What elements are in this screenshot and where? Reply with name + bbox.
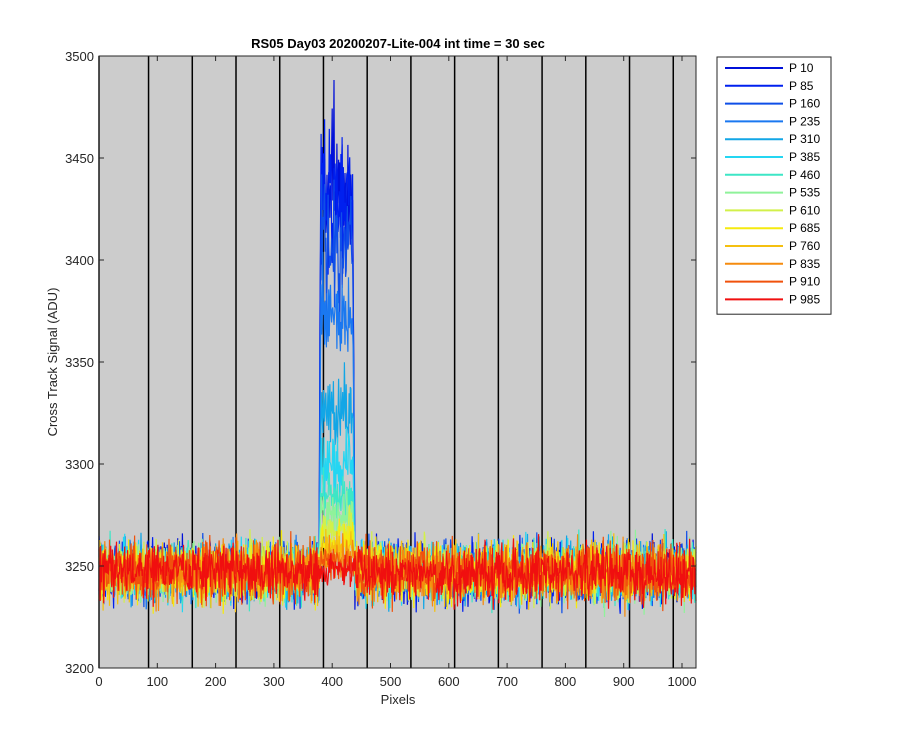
- y-axis: 3200 3250 3300 3350 3400 3450 3500: [65, 49, 696, 676]
- legend-label-2: P 160: [789, 97, 820, 111]
- legend-label-1: P 85: [789, 79, 814, 93]
- y-axis-label: Cross Track Signal (ADU): [45, 288, 60, 437]
- x-tick-label-2: 200: [205, 674, 227, 689]
- legend-label-13: P 985: [789, 292, 820, 306]
- plot-series: [98, 79, 697, 618]
- legend-label-11: P 835: [789, 257, 820, 271]
- y-tick-label-4: 3400: [65, 253, 94, 268]
- x-tick-label-8: 800: [555, 674, 577, 689]
- legend-label-5: P 385: [789, 150, 820, 164]
- legend-label-3: P 235: [789, 114, 820, 128]
- x-tick-label-7: 700: [496, 674, 518, 689]
- legend-label-8: P 610: [789, 203, 820, 217]
- x-tick-label-4: 400: [321, 674, 343, 689]
- legend-label-7: P 535: [789, 186, 820, 200]
- x-axis-label: Pixels: [381, 692, 416, 707]
- legend-label-9: P 685: [789, 221, 820, 235]
- x-tick-label-6: 600: [438, 674, 460, 689]
- legend-label-10: P 760: [789, 239, 820, 253]
- series-line-13: [98, 534, 697, 610]
- y-tick-label-1: 3250: [65, 559, 94, 574]
- y-tick-label-6: 3500: [65, 49, 94, 64]
- legend-label-12: P 910: [789, 275, 820, 289]
- y-tick-label-5: 3450: [65, 151, 94, 166]
- legend-label-4: P 310: [789, 132, 820, 146]
- x-axis: 0 100 200 300 400 500 600 700 800 900 1000: [95, 56, 696, 689]
- x-tick-label-0: 0: [95, 674, 102, 689]
- y-tick-label-0: 3200: [65, 661, 94, 676]
- legend: P 10 P 85 P 160 P 235 P 310 P 385 P 460 P 535 P …: [716, 56, 832, 315]
- x-tick-label-10: 1000: [668, 674, 697, 689]
- legend-label-0: P 10: [789, 61, 814, 75]
- legend-box: [716, 56, 832, 315]
- y-tick-label-3: 3350: [65, 355, 94, 370]
- x-tick-label-5: 500: [380, 674, 402, 689]
- x-tick-label-9: 900: [613, 674, 635, 689]
- chart-title: RS05 Day03 20200207-Lite-004 int time = …: [251, 36, 545, 51]
- legend-label-6: P 460: [789, 168, 820, 182]
- x-tick-label-1: 100: [146, 674, 168, 689]
- y-tick-label-2: 3300: [65, 457, 94, 472]
- x-tick-label-3: 300: [263, 674, 285, 689]
